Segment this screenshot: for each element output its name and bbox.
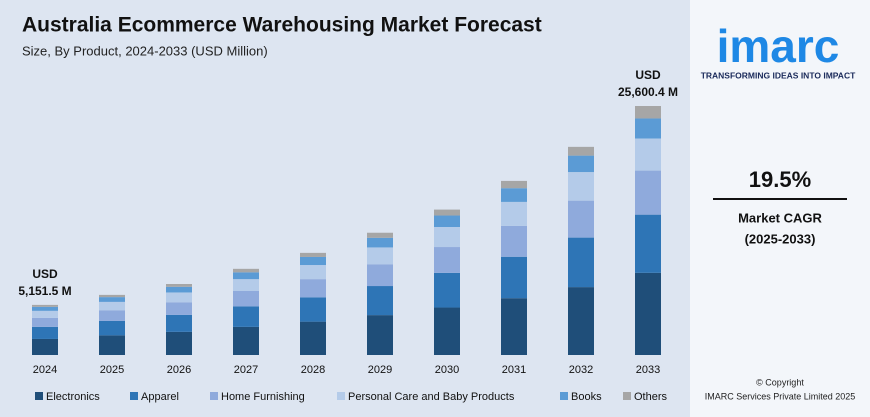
bar-segment (367, 232, 393, 238)
side-panel (690, 0, 870, 417)
x-tick-label: 2033 (636, 364, 660, 376)
bar-segment (99, 310, 125, 321)
legend-swatch (560, 392, 568, 400)
bar-segment (32, 338, 58, 355)
legend-label: Personal Care and Baby Products (348, 391, 515, 403)
bar-segment (233, 272, 259, 280)
bar-segment (501, 201, 527, 226)
legend-swatch (337, 392, 345, 400)
legend-label: Home Furnishing (221, 391, 305, 403)
bar-segment (99, 301, 125, 311)
bar-segment (501, 188, 527, 202)
x-tick-label: 2032 (569, 364, 593, 376)
legend-label: Books (571, 391, 602, 403)
x-tick-label: 2024 (33, 364, 57, 376)
cagr-period: (2025-2033) (745, 231, 816, 246)
annotation: 25,600.4 M (618, 85, 678, 99)
bar-segment (568, 200, 594, 238)
bar-segment (367, 264, 393, 287)
bar-segment (434, 215, 460, 228)
bar-segment (300, 265, 326, 280)
bar-segment (166, 283, 192, 287)
legend-swatch (130, 392, 138, 400)
bar-segment (367, 286, 393, 316)
cagr-label: Market CAGR (738, 210, 822, 225)
bar-segment (233, 279, 259, 292)
bar-segment (434, 209, 460, 216)
bar-segment (635, 170, 661, 215)
tagline: TRANSFORMING IDEAS INTO IMPACT (701, 70, 856, 80)
bar-segment (32, 304, 58, 307)
x-tick-label: 2029 (368, 364, 392, 376)
chart-title: Australia Ecommerce Warehousing Market F… (22, 14, 542, 37)
legend-swatch (35, 392, 43, 400)
bar-segment (568, 287, 594, 355)
bar-segment (300, 252, 326, 257)
bar-segment (99, 320, 125, 336)
bar-segment (99, 335, 125, 355)
bar-segment (367, 237, 393, 248)
bar-segment (99, 294, 125, 298)
bar-segment (434, 272, 460, 308)
x-tick-label: 2026 (167, 364, 191, 376)
bar-segment (434, 307, 460, 355)
x-tick-label: 2028 (301, 364, 325, 376)
bar-segment (300, 321, 326, 355)
x-tick-label: 2031 (502, 364, 526, 376)
bar-segment (635, 118, 661, 139)
bar-segment (32, 306, 58, 311)
legend-swatch (623, 392, 631, 400)
bar-segment (233, 326, 259, 355)
bar-segment (233, 268, 259, 273)
x-tick-label: 2030 (435, 364, 459, 376)
bar-segment (501, 298, 527, 355)
bar-segment (635, 138, 661, 171)
bar-segment (501, 180, 527, 189)
bar-segment (434, 227, 460, 248)
bar-segment (32, 326, 58, 339)
legend-label: Others (634, 391, 668, 403)
chart-subtitle: Size, By Product, 2024-2033 (USD Million… (22, 43, 268, 58)
bar-segment (166, 286, 192, 293)
bar-segment (635, 214, 661, 273)
bar-segment (367, 315, 393, 355)
bar-segment (501, 225, 527, 257)
bar-segment (300, 279, 326, 298)
company: IMARC Services Private Limited 2025 (705, 391, 856, 401)
bar-segment (568, 155, 594, 173)
legend-swatch (210, 392, 218, 400)
annotation: USD (635, 68, 661, 82)
bar-segment (568, 237, 594, 288)
bar-segment (233, 291, 259, 307)
bar-segment (367, 247, 393, 265)
bar-segment (635, 272, 661, 355)
annotation: 5,151.5 M (18, 284, 71, 298)
annotation: USD (32, 267, 58, 281)
bar-segment (166, 314, 192, 332)
legend-label: Electronics (46, 391, 100, 403)
x-tick-label: 2025 (100, 364, 124, 376)
bar-segment (32, 310, 58, 318)
bar-segment (99, 297, 125, 302)
bar-segment (300, 297, 326, 322)
copyright: © Copyright (756, 377, 804, 387)
bar-segment (568, 172, 594, 201)
legend-label: Apparel (141, 391, 179, 403)
bar-segment (166, 292, 192, 303)
x-tick-label: 2027 (234, 364, 258, 376)
logo: imarc (717, 20, 840, 72)
bar-segment (300, 256, 326, 266)
bar-segment (635, 106, 661, 119)
bar-segment (32, 317, 58, 327)
bar-segment (434, 247, 460, 273)
cagr-value: 19.5% (749, 167, 811, 192)
bar-segment (233, 306, 259, 327)
bar-segment (166, 331, 192, 355)
bar-segment (501, 256, 527, 299)
bar-segment (568, 146, 594, 156)
bar-segment (166, 302, 192, 315)
